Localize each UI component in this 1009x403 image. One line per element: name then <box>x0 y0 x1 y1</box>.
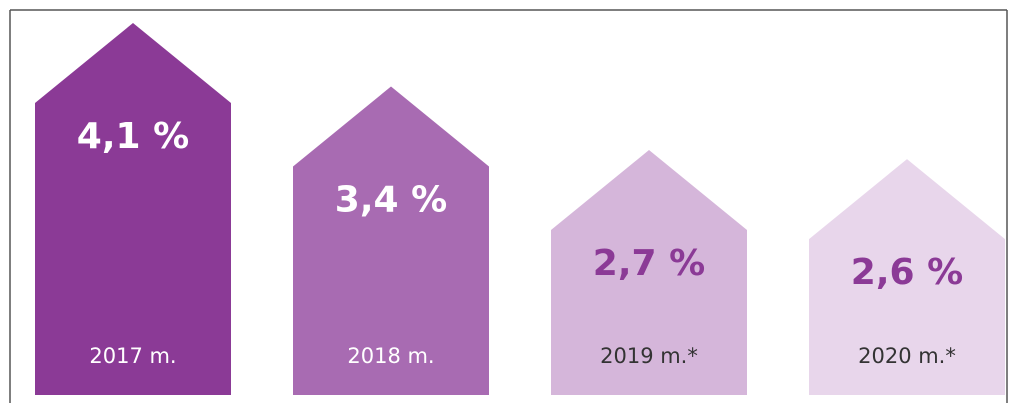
house-bar <box>35 23 231 395</box>
category-label: 2020 m.* <box>858 344 956 368</box>
value-label: 3,4 % <box>335 180 447 221</box>
category-label: 2017 m. <box>89 344 176 368</box>
value-label: 2,7 % <box>593 243 705 284</box>
house-bar <box>551 150 747 395</box>
value-label: 4,1 % <box>77 116 189 157</box>
value-label: 2,6 % <box>851 252 963 293</box>
category-label: 2018 m. <box>347 344 434 368</box>
category-label: 2019 m.* <box>600 344 698 368</box>
house-bar <box>293 86 489 395</box>
house-bar <box>809 159 1005 395</box>
